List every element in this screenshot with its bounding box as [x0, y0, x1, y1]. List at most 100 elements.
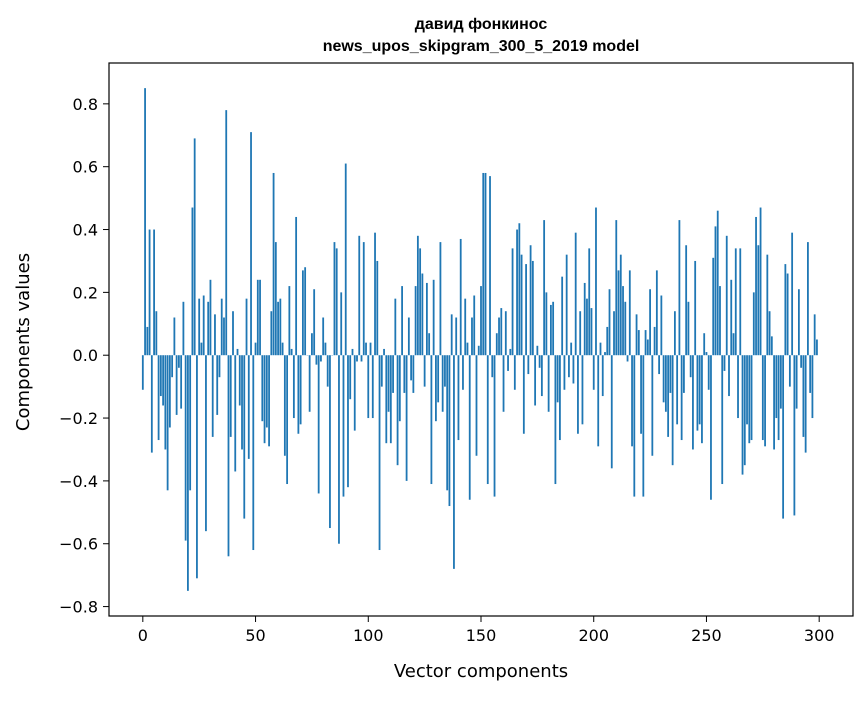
bar — [158, 355, 160, 440]
bar — [255, 343, 257, 356]
bar — [575, 233, 577, 356]
bar — [496, 333, 498, 355]
y-tick-label: 0.4 — [73, 221, 98, 240]
bar — [753, 292, 755, 355]
bar — [710, 355, 712, 500]
bar — [446, 355, 448, 490]
bar — [697, 355, 699, 430]
bar — [636, 314, 638, 355]
bar — [207, 302, 209, 355]
bar — [660, 296, 662, 356]
bar — [460, 239, 462, 355]
bar — [667, 355, 669, 437]
bar — [379, 355, 381, 550]
bar — [336, 248, 338, 355]
bar — [489, 176, 491, 355]
bar — [712, 258, 714, 355]
bar — [478, 346, 480, 355]
bar — [264, 355, 266, 443]
bar — [573, 355, 575, 383]
bar — [205, 355, 207, 531]
bar — [613, 311, 615, 355]
bar — [507, 355, 509, 371]
bar — [297, 355, 299, 434]
bar — [724, 355, 726, 371]
bar — [536, 346, 538, 355]
bar — [467, 343, 469, 356]
bar — [703, 333, 705, 355]
bar — [185, 355, 187, 540]
bar — [557, 355, 559, 402]
bar — [676, 355, 678, 424]
bar — [742, 355, 744, 474]
bar — [778, 355, 780, 440]
bar — [719, 286, 721, 355]
bar — [564, 355, 566, 390]
bar — [473, 296, 475, 356]
bar — [347, 355, 349, 487]
bar — [654, 327, 656, 355]
bar — [618, 270, 620, 355]
chart-title-line2: news_upos_skipgram_300_5_2019 model — [323, 38, 640, 55]
bar — [219, 355, 221, 377]
bar — [487, 355, 489, 484]
bar — [164, 355, 166, 449]
bar — [690, 355, 692, 377]
bar — [374, 233, 376, 356]
bar — [394, 299, 396, 356]
bar — [728, 355, 730, 396]
bar — [708, 355, 710, 390]
bar — [699, 355, 701, 424]
bar — [805, 355, 807, 452]
bar — [155, 311, 157, 355]
bar — [764, 355, 766, 446]
bar — [293, 355, 295, 418]
bar — [410, 355, 412, 380]
y-tick-label: −0.8 — [59, 598, 98, 617]
bar — [270, 311, 272, 355]
bar — [149, 230, 151, 356]
bar — [692, 355, 694, 449]
x-tick-label: 150 — [466, 626, 497, 645]
bar — [408, 318, 410, 356]
bar — [584, 283, 586, 355]
bar — [597, 355, 599, 446]
bar — [187, 355, 189, 591]
bar — [798, 289, 800, 355]
bar — [649, 289, 651, 355]
y-axis-label: Components values — [13, 253, 34, 431]
bar — [169, 355, 171, 427]
bar — [525, 264, 527, 355]
bar — [582, 355, 584, 424]
bar — [500, 308, 502, 355]
bar — [588, 248, 590, 355]
bar — [498, 318, 500, 356]
bar — [424, 355, 426, 386]
bar — [579, 311, 581, 355]
bar — [543, 220, 545, 355]
bar — [160, 355, 162, 396]
bar — [210, 280, 212, 355]
bar — [230, 355, 232, 437]
bar — [392, 355, 394, 393]
bar — [640, 355, 642, 434]
bar — [706, 352, 708, 355]
y-tick-label: 0.8 — [73, 95, 98, 114]
bar — [431, 355, 433, 484]
bar — [491, 355, 493, 377]
bar — [318, 355, 320, 493]
bar — [361, 355, 363, 361]
bar — [401, 286, 403, 355]
bar — [784, 264, 786, 355]
bar — [388, 355, 390, 412]
bar — [685, 245, 687, 355]
y-tick-label: 0.2 — [73, 283, 98, 302]
bar — [611, 355, 613, 468]
x-tick-label: 100 — [353, 626, 384, 645]
bar — [780, 355, 782, 408]
bar — [516, 230, 518, 356]
bar — [591, 308, 593, 355]
bar — [803, 355, 805, 437]
chart-title-line1: давид фонкинос — [415, 16, 548, 33]
bar — [464, 299, 466, 356]
